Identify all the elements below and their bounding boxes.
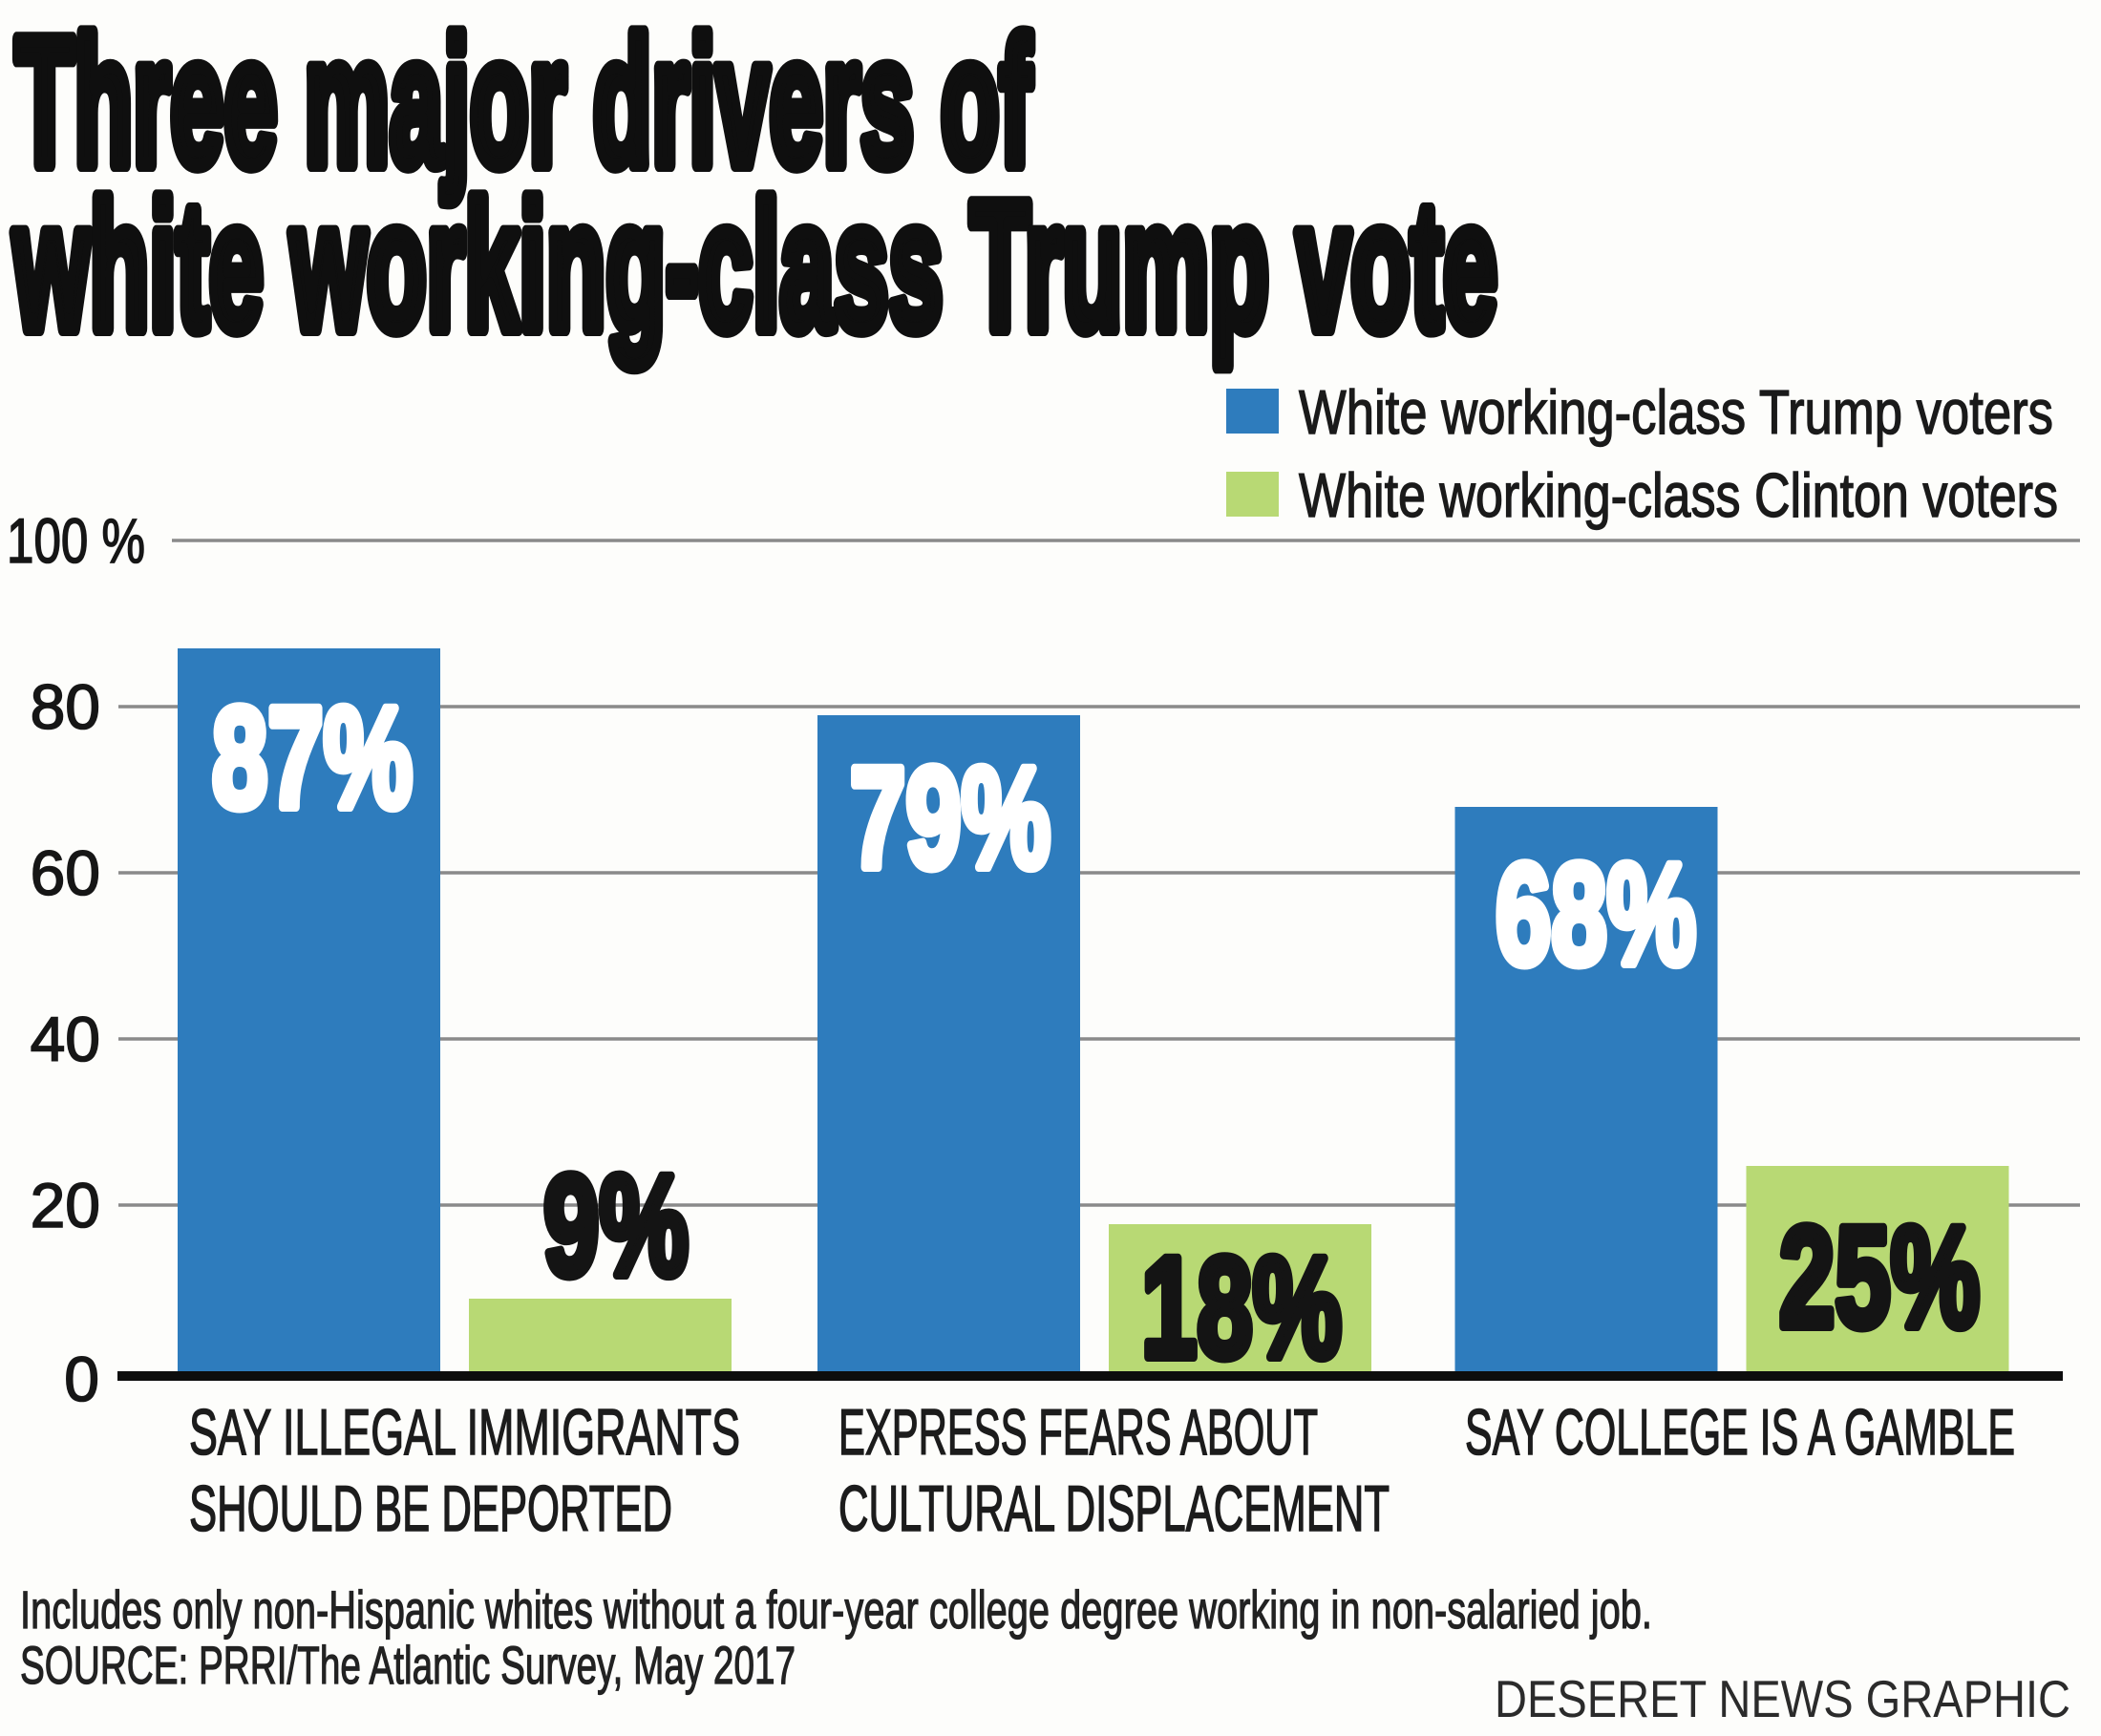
svg-text:SHOULD BE DEPORTED: SHOULD BE DEPORTED — [189, 1472, 672, 1545]
svg-text:60: 60 — [31, 837, 100, 908]
svg-text:SOURCE: PRRI/The Atlantic Surv: SOURCE: PRRI/The Atlantic Survey, May 20… — [20, 1635, 796, 1695]
svg-text:White working-class Trump vote: White working-class Trump voters — [1299, 377, 2053, 447]
svg-text:0: 0 — [64, 1344, 99, 1414]
svg-text:EXPRESS FEARS ABOUT: EXPRESS FEARS ABOUT — [838, 1396, 1318, 1469]
svg-text:DESERET NEWS GRAPHIC: DESERET NEWS GRAPHIC — [1495, 1669, 2070, 1728]
svg-text:CULTURAL DISPLACEMENT: CULTURAL DISPLACEMENT — [838, 1472, 1390, 1545]
svg-text:68%: 68% — [1496, 834, 1696, 994]
svg-text:100 %: 100 % — [7, 505, 145, 576]
svg-text:25%: 25% — [1779, 1196, 1980, 1357]
svg-text:80: 80 — [31, 671, 100, 742]
svg-text:SAY COLLEGE IS A GAMBLE: SAY COLLEGE IS A GAMBLE — [1465, 1396, 2015, 1469]
svg-text:Includes only non-Hispanic whi: Includes only non-Hispanic whites withou… — [20, 1579, 1652, 1640]
svg-text:9%: 9% — [543, 1145, 689, 1305]
svg-text:40: 40 — [31, 1004, 100, 1074]
svg-text:79%: 79% — [850, 737, 1050, 898]
svg-text:18%: 18% — [1141, 1227, 1342, 1387]
svg-text:Three major drivers of: Three major drivers of — [15, 1, 1031, 203]
svg-text:87%: 87% — [212, 677, 413, 837]
svg-text:white working-class Trump vote: white working-class Trump vote — [12, 165, 1497, 368]
svg-text:White working-class Clinton vo: White working-class Clinton voters — [1299, 460, 2058, 530]
svg-text:20: 20 — [31, 1170, 100, 1240]
svg-text:SAY ILLEGAL IMMIGRANTS: SAY ILLEGAL IMMIGRANTS — [189, 1396, 740, 1469]
